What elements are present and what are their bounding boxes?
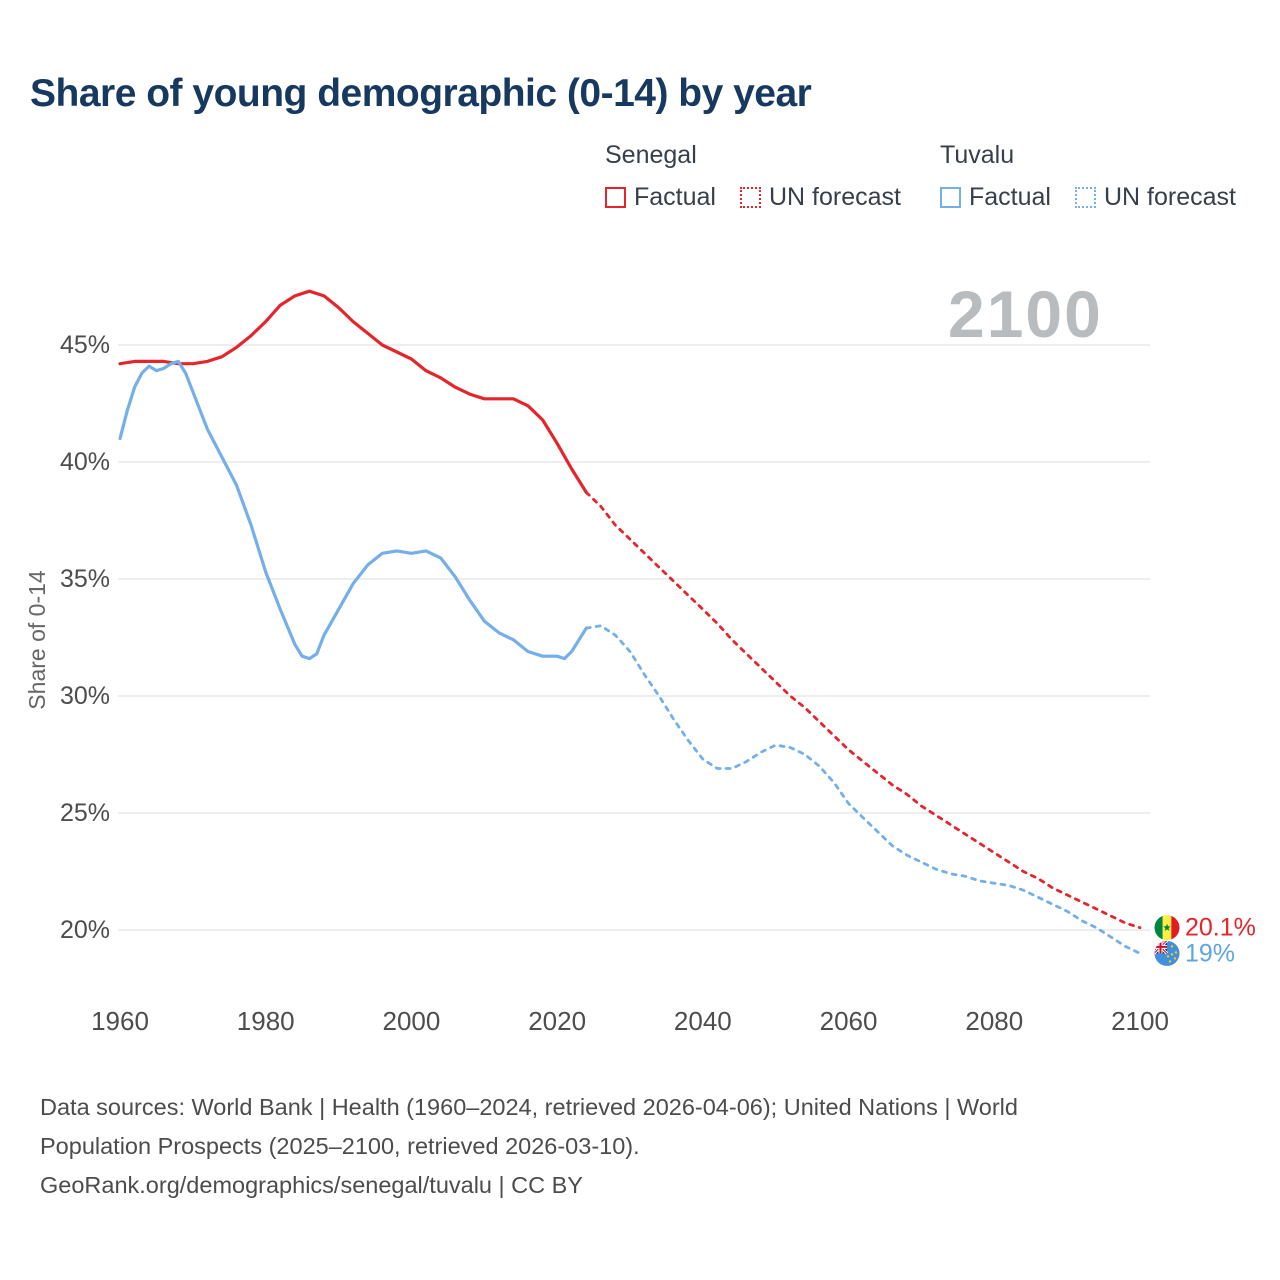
legend-swatch-dashed-blue — [1074, 187, 1096, 208]
legend-country-label-tuvalu: Tuvalu — [940, 141, 1015, 169]
x-tick-label: 2040 — [674, 1006, 732, 1036]
y-axis-title: Share of 0-14 — [24, 570, 50, 710]
end-value-label: 20.1% — [1185, 914, 1256, 942]
y-tick-label: 35% — [60, 565, 110, 593]
legend-group-senegal: Senegal Factual UN forecast — [605, 141, 901, 212]
footer-line-1: Data sources: World Bank | Health (1960–… — [40, 1094, 1018, 1120]
x-tick-label: 2060 — [820, 1006, 878, 1036]
footer-link-line: GeoRank.org/demographics/senegal/tuvalu … — [40, 1172, 583, 1198]
senegal-flag-icon — [1154, 915, 1180, 941]
legend-swatch-dashed-red — [739, 187, 761, 208]
x-tick-label: 2100 — [1111, 1006, 1169, 1036]
y-tick-label: 30% — [60, 682, 110, 710]
page-title: Share of young demographic (0-14) by yea… — [30, 72, 812, 115]
legend-item-label: UN forecast — [768, 183, 901, 211]
end-value-label: 19% — [1185, 939, 1235, 967]
legend-item-senegal-forecast[interactable]: UN forecast — [739, 183, 901, 212]
year-watermark: 2100 — [948, 277, 1103, 351]
legend-swatch-solid-blue — [940, 187, 961, 208]
chart-canvas: 20% 25% 30% 35% 40% 45% 1960 1980 2000 2020 2040 20… — [24, 289, 1256, 1036]
legend-group-tuvalu: Tuvalu Factual UN forecast — [940, 141, 1236, 212]
x-tick-label: 2080 — [965, 1006, 1023, 1036]
legend-item-label: Factual — [634, 183, 716, 211]
x-tick-label: 1960 — [91, 1006, 149, 1036]
legend-row-senegal: Factual UN forecast — [605, 183, 901, 212]
series-senegal-factual — [118, 289, 588, 494]
y-tick-label: 45% — [60, 331, 110, 359]
series-senegal-forecast — [584, 490, 1142, 930]
legend-country-label-senegal: Senegal — [605, 141, 697, 169]
footer-line-2: Population Prospects (2025–2100, retriev… — [40, 1133, 640, 1159]
legend-item-senegal-factual[interactable]: Factual — [605, 183, 716, 212]
tuvalu-flag-icon — [1154, 940, 1180, 966]
y-tick-label: 20% — [60, 916, 110, 944]
legend-item-tuvalu-factual[interactable]: Factual — [940, 183, 1051, 212]
x-tick-label: 2020 — [528, 1006, 586, 1036]
legend-item-label: UN forecast — [1103, 183, 1236, 211]
y-tick-label: 25% — [60, 799, 110, 827]
legend-item-label: Factual — [969, 183, 1051, 211]
legend-row-tuvalu: Factual UN forecast — [940, 183, 1236, 212]
legend-swatch-solid-red — [605, 187, 626, 208]
data-sources: Data sources: World Bank | Health (1960–… — [40, 1088, 1018, 1205]
x-tick-label: 1980 — [237, 1006, 295, 1036]
legend-item-tuvalu-forecast[interactable]: UN forecast — [1074, 183, 1236, 212]
series-tuvalu-factual — [118, 359, 588, 661]
series-tuvalu-forecast — [584, 624, 1142, 955]
y-tick-label: 40% — [60, 448, 110, 476]
x-tick-label: 2000 — [383, 1006, 441, 1036]
